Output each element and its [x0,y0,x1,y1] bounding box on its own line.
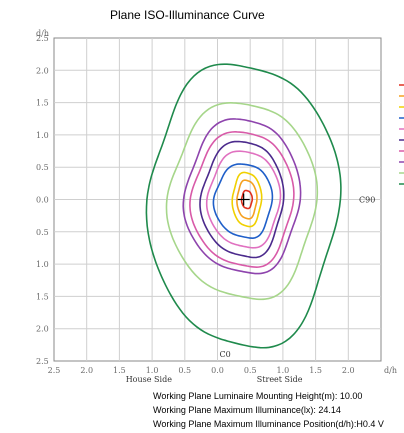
c90-label: C90 [359,196,375,205]
y-tick-label: 2.5 [36,357,49,366]
x-tick-label: 0.5 [244,366,257,375]
x-unit-label: d/h [384,366,397,375]
y-tick-label: 0.0 [36,196,49,205]
x-tick-label: 1.5 [309,366,322,375]
iso-contour-line [212,163,274,239]
y-tick-label: 2.5 [36,34,49,43]
info-max-position: Working Plane Maximum Illuminance Positi… [153,419,384,429]
x-tick-label: 2.0 [342,366,355,375]
c0-label: C0 [220,350,231,359]
y-tick-label: 1.0 [36,131,49,140]
y-unit-label: d/h [36,29,49,38]
x-tick-label: 2.5 [48,366,61,375]
y-tick-label: 2.0 [36,325,49,334]
iso-contour-line [231,171,263,228]
house-side-label: House Side [126,375,172,384]
x-tick-label: 2.0 [80,366,93,375]
iso-contour-line [189,131,295,268]
iso-contour-line [145,63,342,349]
info-max-illuminance: Working Plane Maximum Illuminance(lx): 2… [153,405,341,415]
y-tick-label: 1.0 [36,260,49,269]
chart-title: Plane ISO-Illuminance Curve [110,8,265,22]
y-tick-label: 0.5 [36,163,49,172]
x-tick-label: 0.0 [211,366,224,375]
street-side-label: Street Side [257,375,303,384]
x-tick-label: 1.0 [146,366,159,375]
iso-contour-line [205,150,282,249]
iso-contour-line [165,102,319,301]
x-tick-label: 1.0 [277,366,290,375]
iso-contour-line [199,140,285,259]
y-tick-label: 1.5 [36,99,49,108]
y-tick-label: 2.0 [36,66,49,75]
iso-contour-line [236,179,258,220]
x-tick-label: 1.5 [113,366,126,375]
iso-contour-line [182,118,302,275]
info-mounting-height: Working Plane Luminaire Mounting Height(… [153,391,363,401]
y-tick-label: 0.5 [36,228,49,237]
x-tick-label: 0.5 [178,366,191,375]
y-tick-label: 1.5 [36,292,49,301]
